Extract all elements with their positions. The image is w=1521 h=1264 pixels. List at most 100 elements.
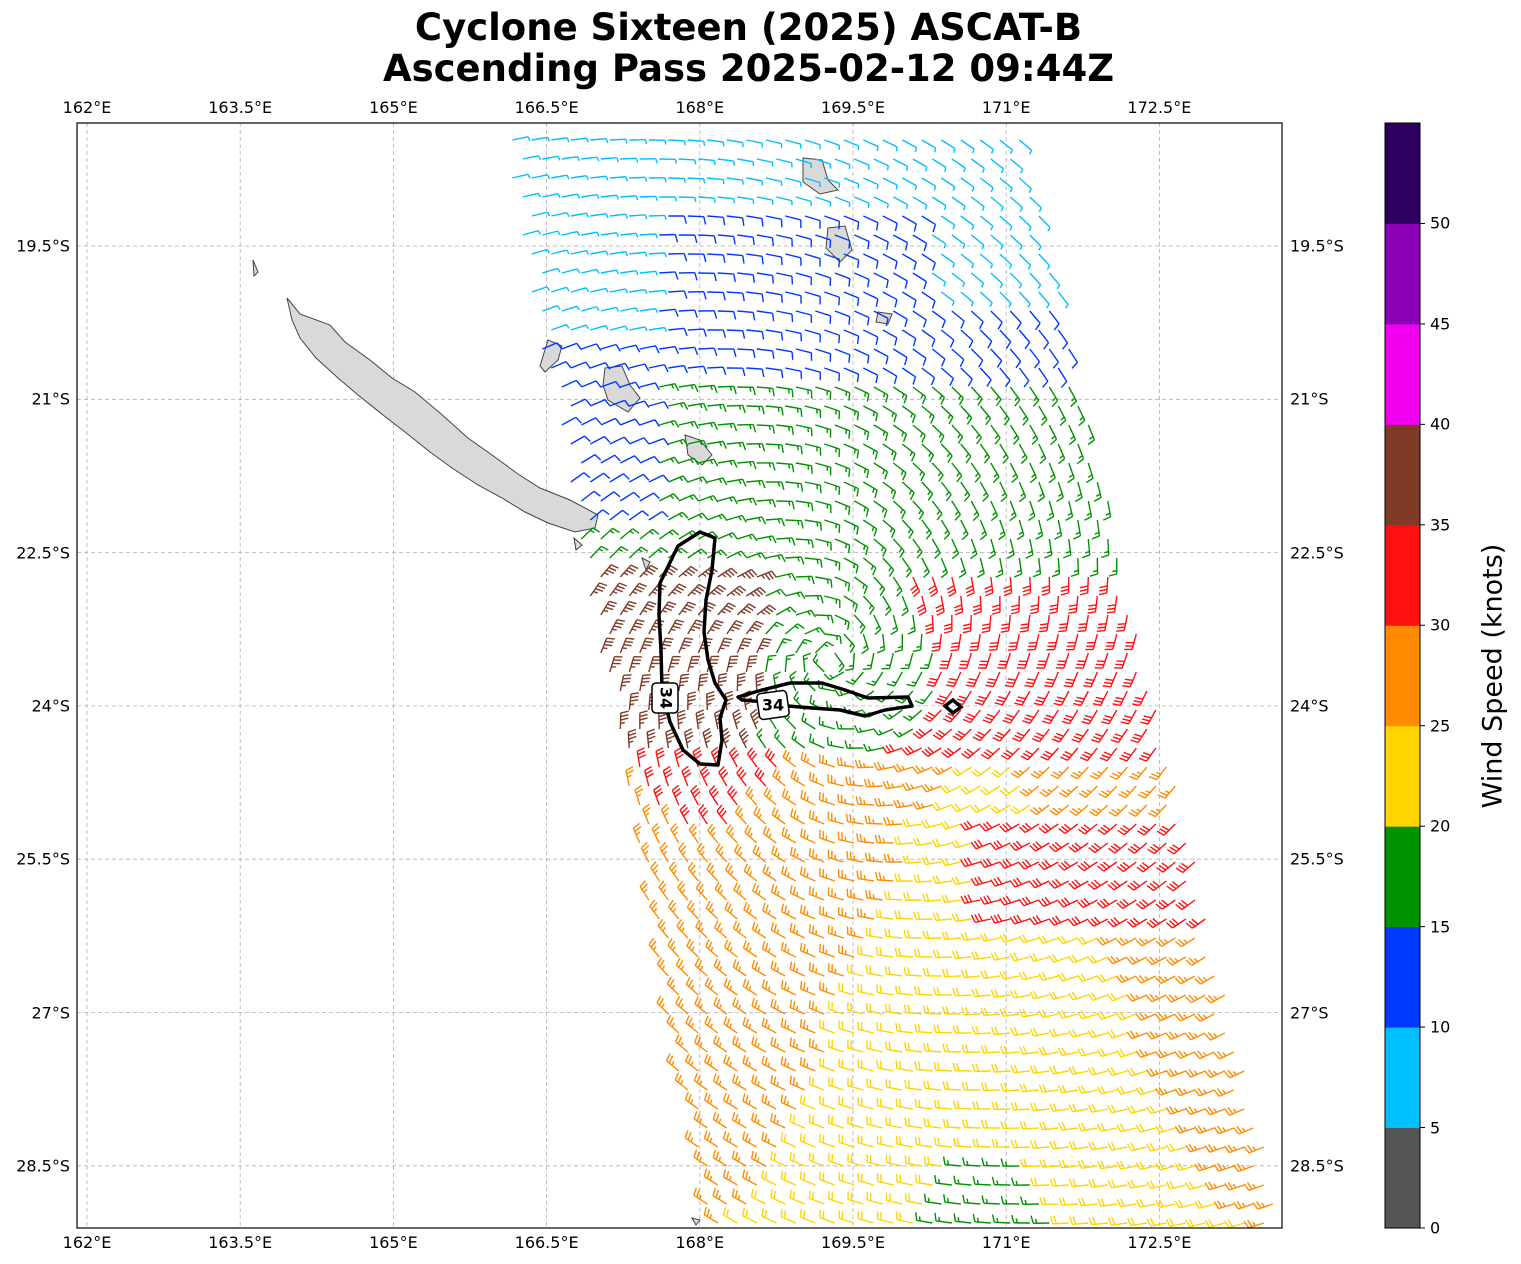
wind-barb: [960, 894, 981, 905]
wind-barb: [667, 583, 687, 597]
wind-barb: [1006, 538, 1015, 560]
wind-barb: [1081, 709, 1098, 725]
wind-barb: [1051, 557, 1061, 578]
wind-barb: [972, 1138, 991, 1148]
wind-barb: [726, 177, 744, 185]
wind-barb: [746, 552, 767, 560]
longitude-tick-label: 168°E: [675, 1233, 725, 1252]
wind-barb: [1185, 1106, 1206, 1116]
wind-barb: [857, 1210, 875, 1224]
wind-barb: [765, 553, 786, 563]
wind-barb: [609, 362, 630, 371]
wind-barb: [1093, 481, 1102, 502]
wind-barb: [1049, 1140, 1069, 1150]
wind-barb: [972, 595, 982, 616]
wind-barb: [1085, 462, 1094, 484]
wind-barb: [1010, 804, 1031, 815]
wind-barb: [746, 253, 764, 265]
wind-barb: [561, 416, 582, 426]
wind-barb: [1131, 690, 1148, 707]
wind-barb: [799, 866, 816, 882]
colorbar-segment: [1385, 223, 1420, 325]
wind-barb: [789, 1075, 806, 1091]
wind-barb: [960, 329, 974, 349]
wind-barb: [678, 234, 698, 244]
wind-barb: [941, 894, 961, 904]
wind-barb: [752, 883, 767, 901]
wind-barb: [838, 982, 855, 996]
wind-barb: [1009, 989, 1030, 999]
wind-barb: [780, 1056, 797, 1072]
wind-barb: [580, 454, 602, 464]
wind-barb: [941, 747, 962, 758]
wind-barb: [855, 796, 874, 806]
wind-barb: [1058, 823, 1079, 835]
wind-barb: [629, 176, 648, 182]
wind-barb: [789, 1189, 806, 1205]
wind-barb: [698, 347, 718, 357]
wind-barb: [600, 527, 620, 540]
wind-barb: [815, 234, 832, 248]
wind-barb: [785, 291, 802, 304]
wind-barb: [1155, 1199, 1176, 1209]
wind-barb: [795, 575, 815, 585]
wind-barb: [1046, 633, 1059, 651]
wind-barb: [609, 509, 630, 521]
wind-barb: [912, 386, 927, 405]
wind-barb: [962, 614, 973, 634]
wind-barb: [1018, 177, 1032, 193]
wind-barb: [1233, 1125, 1254, 1135]
wind-barb: [1020, 747, 1040, 761]
latitude-tick-label: 21°S: [31, 389, 70, 409]
wind-barb: [667, 511, 689, 521]
longitude-tick-label: 166.5°E: [514, 1233, 579, 1252]
wind-barb: [804, 367, 821, 381]
wind-barb: [953, 1213, 972, 1224]
wind-barb: [678, 842, 689, 863]
wind-barb: [952, 1100, 972, 1110]
wind-barb: [762, 902, 777, 920]
wind-barb: [1029, 841, 1050, 852]
wind-barb: [1233, 1163, 1254, 1173]
wind-barb: [629, 437, 650, 445]
wind-barb: [912, 500, 925, 520]
wind-barb: [1069, 1216, 1089, 1225]
wind-barb: [1018, 291, 1031, 308]
wind-barb: [698, 421, 719, 431]
wind-barb: [1048, 878, 1070, 889]
wind-barb: [1058, 1084, 1078, 1094]
wind-barb: [639, 492, 660, 502]
wind-barb: [854, 158, 870, 170]
wind-barb: [1224, 1069, 1245, 1079]
wind-barb: [893, 799, 913, 809]
wind-barb: [847, 1001, 864, 1015]
wind-barb: [1097, 1198, 1117, 1207]
wind-barb: [1031, 728, 1050, 743]
wind-barb: [780, 941, 797, 958]
wind-barb: [931, 500, 943, 521]
wind-barb: [561, 379, 583, 388]
wind-barb: [620, 269, 639, 276]
wind-barb: [731, 1073, 747, 1091]
wind-barb: [953, 1137, 972, 1148]
wind-barb: [970, 272, 985, 288]
wind-barb: [650, 861, 660, 882]
wind-barb: [785, 329, 803, 342]
wind-barb: [951, 803, 972, 813]
wind-barb: [770, 1189, 786, 1205]
wind-barb: [895, 1098, 913, 1110]
wind-barb: [904, 1193, 922, 1205]
wind-barb: [933, 1062, 952, 1072]
wind-barb: [921, 783, 942, 793]
wind-barb: [863, 367, 879, 384]
wind-barb: [780, 1094, 797, 1110]
wind-barb: [1029, 1102, 1050, 1112]
wind-barb: [847, 1191, 864, 1205]
wind-barb: [862, 405, 879, 422]
wind-barb: [590, 324, 609, 331]
wind-barb: [914, 1136, 933, 1148]
wind-barb: [681, 765, 692, 787]
wind-barb: [737, 423, 757, 433]
wind-barb: [619, 637, 635, 654]
wind-barb: [1135, 1086, 1157, 1096]
